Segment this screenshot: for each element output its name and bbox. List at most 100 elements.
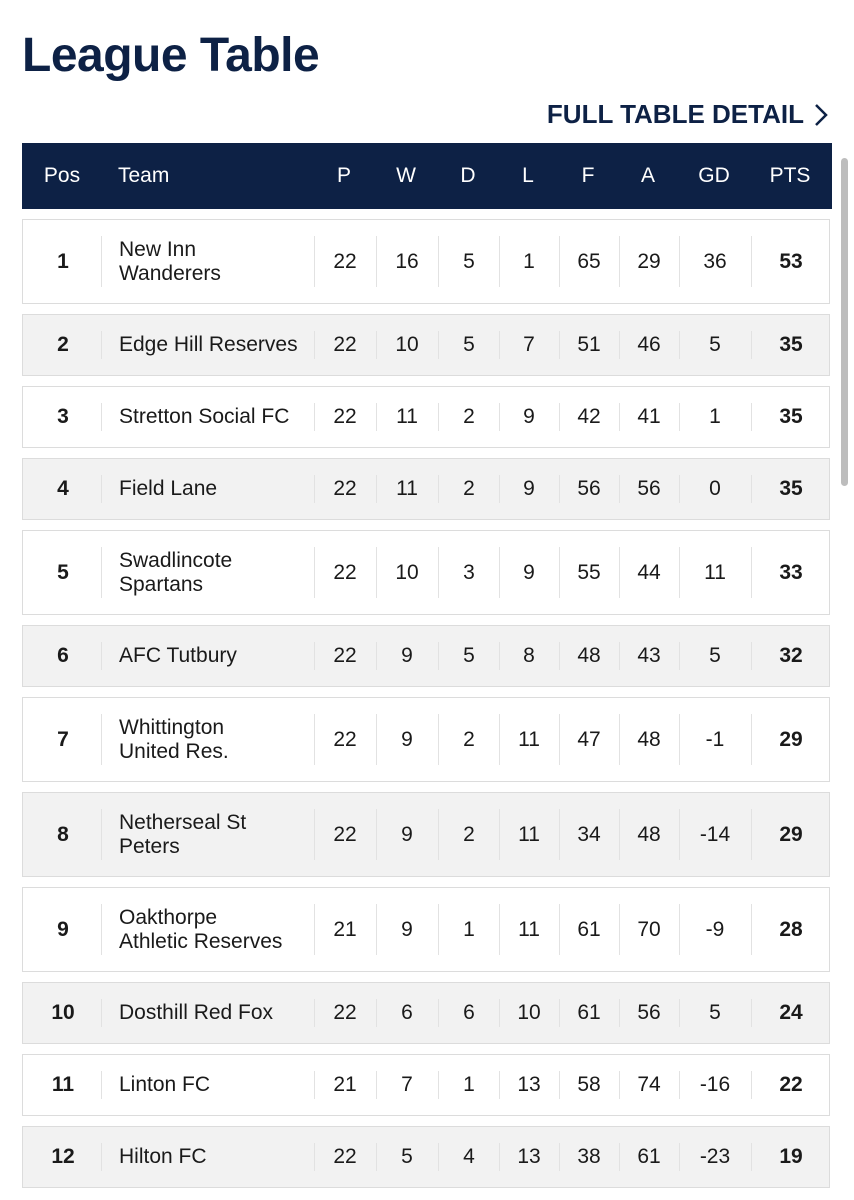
column-header: GD [698,164,730,187]
stat-cell: 48 [637,727,661,751]
column-divider [314,331,315,359]
stat-cell: 11 [518,727,540,751]
stat-cell: 55 [577,560,601,584]
column-divider [619,642,620,670]
stat-cell: 9 [401,727,413,751]
column-divider [679,1143,680,1171]
stat-cell: 34 [577,822,601,846]
team-name: AFC Tutbury [119,644,237,667]
stat-cell: 1 [709,405,721,428]
column-divider [559,904,560,955]
column-divider [314,1071,315,1099]
stat-cell: 9 [401,644,413,667]
stat-cell: 11 [518,917,540,941]
column-divider [438,642,439,670]
stat-cell: 74 [637,1073,661,1096]
stat-cell: 13 [517,1073,541,1096]
column-divider [101,1143,102,1171]
column-divider [559,547,560,598]
stat-cell: 6 [463,1001,475,1024]
column-header: W [396,164,416,187]
stat-cell: 6 [57,644,69,667]
column-divider [314,1143,315,1171]
stat-cell: 33 [779,560,803,584]
stat-cell: 2 [463,477,475,500]
column-divider [559,236,560,287]
column-divider [619,999,620,1027]
column-divider [314,236,315,287]
column-divider [376,331,377,359]
column-divider [679,999,680,1027]
column-divider [499,714,500,765]
table-row: 8 Netherseal St Peters 22 9 2 11 34 48 -14 29 [22,792,830,877]
stat-cell: 38 [577,1145,601,1168]
column-divider [499,809,500,860]
stat-cell: 9 [57,917,69,941]
column-divider [438,403,439,431]
column-header: P [336,164,351,187]
column-divider [314,642,315,670]
stat-cell: 41 [637,405,661,428]
column-divider [376,809,377,860]
full-table-link[interactable]: FULL TABLE DETAIL [546,99,804,129]
column-divider [679,547,680,598]
column-divider [101,999,102,1027]
stat-cell: 28 [779,917,803,941]
stat-cell: 0 [709,477,721,500]
stat-cell: -16 [699,1073,731,1096]
column-divider [376,475,377,503]
stat-cell: 11 [518,822,540,846]
column-divider [751,1071,752,1099]
column-divider [751,714,752,765]
column-divider [679,904,680,955]
column-divider [751,1143,752,1171]
stat-cell: 35 [779,405,803,428]
column-divider [314,904,315,955]
stat-cell: 5 [463,333,475,356]
chevron-icon[interactable] [812,102,830,128]
stat-cell: 1 [523,249,535,273]
stat-cell: 44 [637,560,661,584]
column-divider [376,642,377,670]
stat-cell: 42 [577,405,601,428]
page-title: League Table [22,29,320,82]
stat-cell: 16 [395,249,419,273]
column-divider [101,904,102,955]
team-name: Edge Hill Reserves [119,333,298,356]
column-divider [101,331,102,359]
column-divider [751,999,752,1027]
table-row: 9 Oakthorpe Athletic Reserves 21 9 1 11 61 70 -9… [22,887,830,972]
column-divider [438,236,439,287]
stat-cell: 1 [463,917,475,941]
stat-cell: 22 [779,1073,803,1096]
column-divider [559,1071,560,1099]
column-header: Pos [43,164,81,187]
stat-cell: -1 [705,727,725,751]
column-divider [499,236,500,287]
stat-cell: 61 [577,917,601,941]
table-row: 11 Linton FC 21 7 1 13 58 74 -16 22 [22,1054,830,1116]
column-divider [499,547,500,598]
column-divider [679,331,680,359]
stat-cell: 10 [395,560,419,584]
stat-cell: 29 [779,727,803,751]
stat-cell: 6 [401,1001,413,1024]
stat-cell: 22 [333,727,357,751]
table-row: 1 New Inn Wanderers 22 16 5 1 65 29 36 53 [22,219,830,304]
team-name: Linton FC [119,1073,211,1096]
column-divider [314,475,315,503]
column-divider [751,642,752,670]
column-divider [438,547,439,598]
stat-cell: 5 [463,249,475,273]
team-name: Oakthorpe Athletic Reserves [119,905,283,953]
column-divider [679,236,680,287]
column-divider [499,475,500,503]
column-divider [679,475,680,503]
team-name: New Inn Wanderers [119,237,221,285]
column-header: Team [118,164,170,187]
column-divider [101,714,102,765]
stat-cell: 22 [333,560,357,584]
table-row: 6 AFC Tutbury 22 9 5 8 48 43 5 32 [22,625,830,687]
stat-cell: 12 [51,1145,75,1168]
